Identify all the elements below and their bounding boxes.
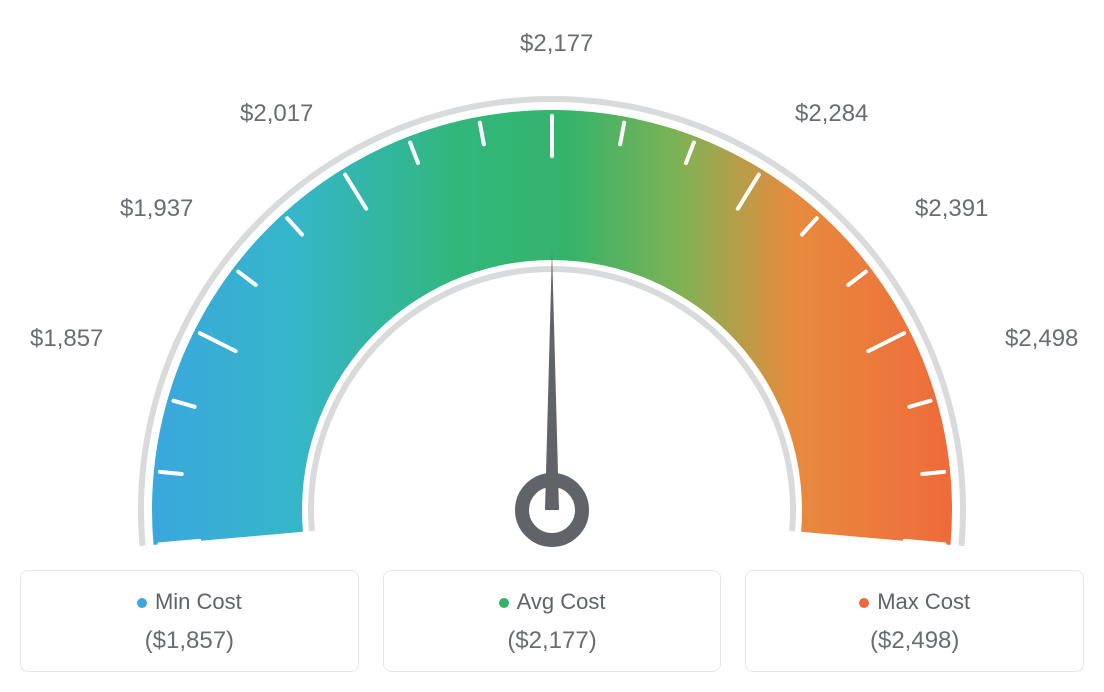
gauge-tick-label: $2,284 — [795, 100, 868, 128]
gauge-tick-label: $2,017 — [240, 100, 313, 128]
legend-title-max: Max Cost — [756, 589, 1073, 615]
gauge-tick-label: $2,177 — [520, 30, 593, 58]
legend-card-min: Min Cost ($1,857) — [20, 570, 359, 672]
dot-icon — [137, 598, 147, 608]
legend-value-avg: ($2,177) — [394, 627, 711, 655]
gauge-tick-label: $2,498 — [1005, 325, 1078, 353]
dot-icon — [499, 598, 509, 608]
legend-label: Avg Cost — [517, 589, 606, 614]
legend-card-max: Max Cost ($2,498) — [745, 570, 1084, 672]
gauge-tick-label: $2,391 — [915, 195, 988, 223]
legend-title-min: Min Cost — [31, 589, 348, 615]
legend-row: Min Cost ($1,857) Avg Cost ($2,177) Max … — [20, 570, 1084, 672]
cost-gauge: $1,857 $1,937 $2,017 $2,177 $2,284 $2,391 $2,4… — [20, 20, 1084, 560]
dot-icon — [859, 598, 869, 608]
gauge-svg — [20, 20, 1084, 560]
legend-value-min: ($1,857) — [31, 627, 348, 655]
legend-label: Max Cost — [877, 589, 970, 614]
legend-card-avg: Avg Cost ($2,177) — [383, 570, 722, 672]
legend-label: Min Cost — [155, 589, 242, 614]
legend-value-max: ($2,498) — [756, 627, 1073, 655]
gauge-tick-label: $1,937 — [120, 195, 193, 223]
legend-title-avg: Avg Cost — [394, 589, 711, 615]
gauge-tick-label: $1,857 — [30, 325, 103, 353]
